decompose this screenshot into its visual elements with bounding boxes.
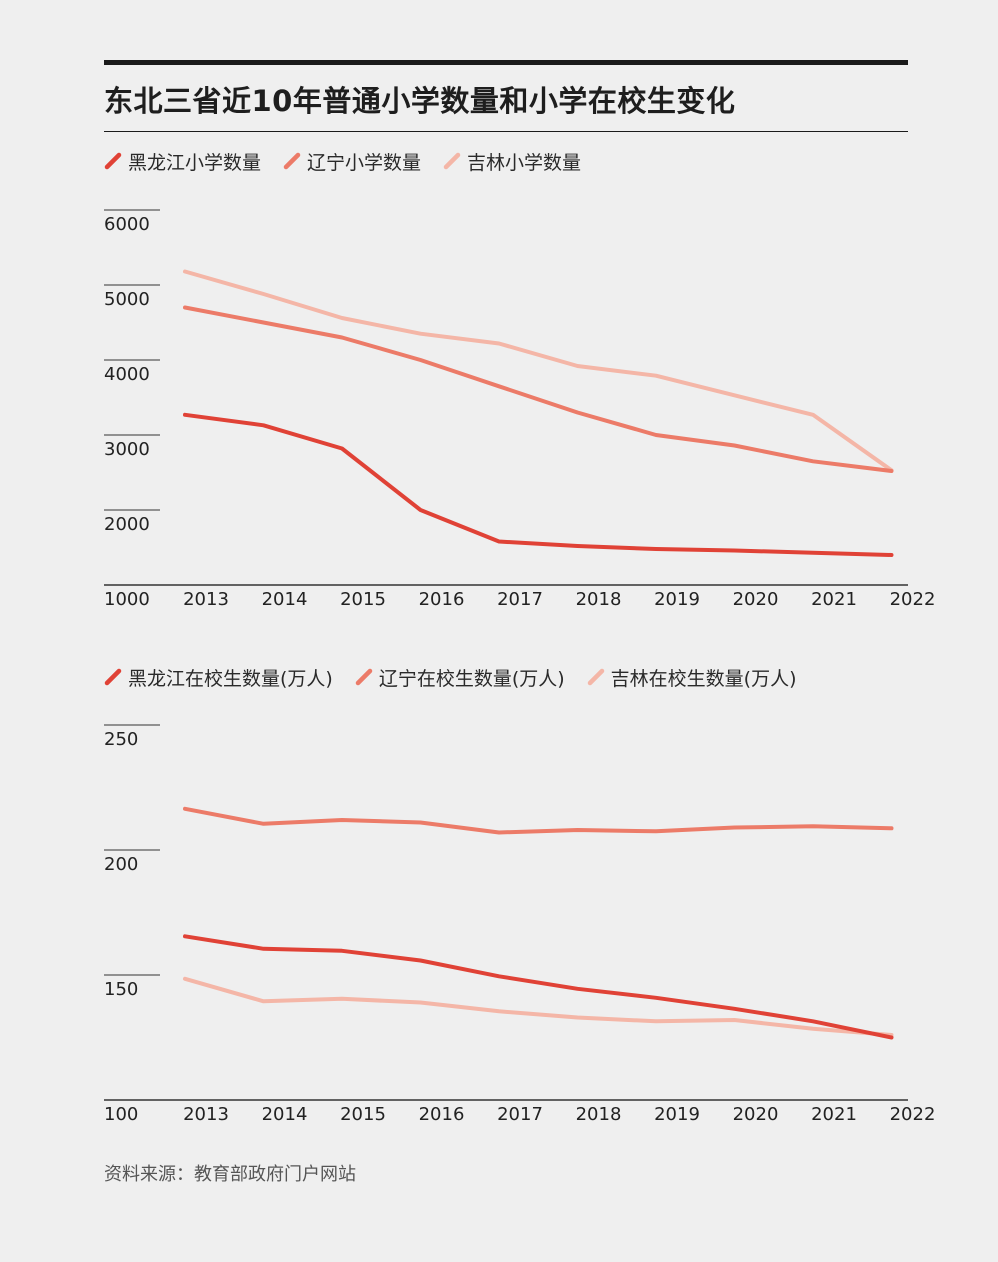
x-tick-label: 2014 — [262, 1104, 308, 1125]
legend-label: 辽宁小学数量 — [307, 151, 422, 174]
legend-label: 黑龙江在校生数量(万人) — [128, 667, 333, 690]
x-tick-label: 2020 — [733, 1104, 779, 1125]
legend-item-1: 黑龙江小学数量 — [104, 148, 261, 175]
y-tick-label: 4000 — [104, 364, 150, 385]
legend-swatch — [587, 668, 604, 686]
legend-swatch — [104, 668, 122, 686]
x-tick-label: 2018 — [576, 1104, 622, 1125]
x-tick-label: 2017 — [497, 589, 543, 610]
legend-item-2: 辽宁在校生数量(万人) — [355, 664, 565, 691]
series-line-jilin — [183, 269, 894, 473]
top-rule — [104, 60, 908, 65]
y-tick-label: 100 — [104, 1104, 138, 1125]
x-tick-label: 2014 — [262, 589, 308, 610]
x-tick-label: 2018 — [576, 589, 622, 610]
x-tick-label: 2019 — [654, 589, 700, 610]
y-tick-label: 1000 — [104, 589, 150, 610]
y-tick-label: 150 — [104, 979, 138, 1000]
x-tick-label: 2017 — [497, 1104, 543, 1125]
enrollment-chart: 100 150 200 250 2013 2014 2015 2016 2017 2018 2019… — [104, 724, 936, 1125]
series-line-jilin — [183, 976, 894, 1037]
chart-1-legend: 黑龙江小学数量 辽宁小学数量 吉林小学数量 — [104, 146, 603, 176]
x-tick-label: 2016 — [419, 589, 465, 610]
legend-item-3: 吉林在校生数量(万人) — [587, 664, 797, 691]
source-note: 资料来源：教育部政府门户网站 — [104, 1164, 356, 1185]
legend-item-2: 辽宁小学数量 — [283, 148, 421, 175]
y-tick-label: 5000 — [104, 289, 150, 310]
y-tick-label: 250 — [104, 729, 138, 750]
y-tick-label: 200 — [104, 854, 138, 875]
x-tick-label: 2022 — [890, 589, 936, 610]
series-line-heilongjiang — [183, 934, 894, 1040]
x-tick-label: 2021 — [811, 589, 857, 610]
x-tick-label: 2016 — [419, 1104, 465, 1125]
legend-label: 吉林小学数量 — [467, 151, 582, 174]
x-tick-label: 2015 — [340, 1104, 386, 1125]
x-tick-label: 2013 — [183, 1104, 229, 1125]
y-tick-label: 6000 — [104, 214, 150, 235]
legend-swatch — [443, 152, 461, 170]
y-tick-label: 3000 — [104, 439, 150, 460]
legend-swatch — [104, 152, 122, 170]
chart-2-legend: 黑龙江在校生数量(万人) 辽宁在校生数量(万人) 吉林在校生数量(万人) — [104, 662, 818, 692]
series-line-liaoning — [183, 305, 894, 473]
legend-label: 黑龙江小学数量 — [128, 151, 262, 174]
x-tick-label: 2013 — [183, 589, 229, 610]
legend-swatch — [355, 668, 373, 686]
title-divider — [104, 131, 908, 132]
x-tick-label: 2020 — [733, 589, 779, 610]
series-line-liaoning — [183, 806, 894, 835]
x-tick-label: 2021 — [811, 1104, 857, 1125]
legend-item-3: 吉林小学数量 — [443, 148, 581, 175]
x-tick-label: 2019 — [654, 1104, 700, 1125]
legend-swatch — [283, 152, 301, 170]
x-tick-label: 2022 — [890, 1104, 936, 1125]
legend-label: 吉林在校生数量(万人) — [610, 667, 797, 690]
legend-label: 辽宁在校生数量(万人) — [378, 667, 565, 690]
legend-item-1: 黑龙江在校生数量(万人) — [104, 664, 333, 691]
series-line-heilongjiang — [183, 412, 894, 557]
y-tick-label: 2000 — [104, 514, 150, 535]
x-tick-label: 2015 — [340, 589, 386, 610]
page-title: 东北三省近10年普通小学数量和小学在校生变化 — [104, 84, 736, 118]
school-count-chart: 1000 2000 3000 4000 5000 6000 2013 2014 2015 2016… — [104, 209, 936, 610]
